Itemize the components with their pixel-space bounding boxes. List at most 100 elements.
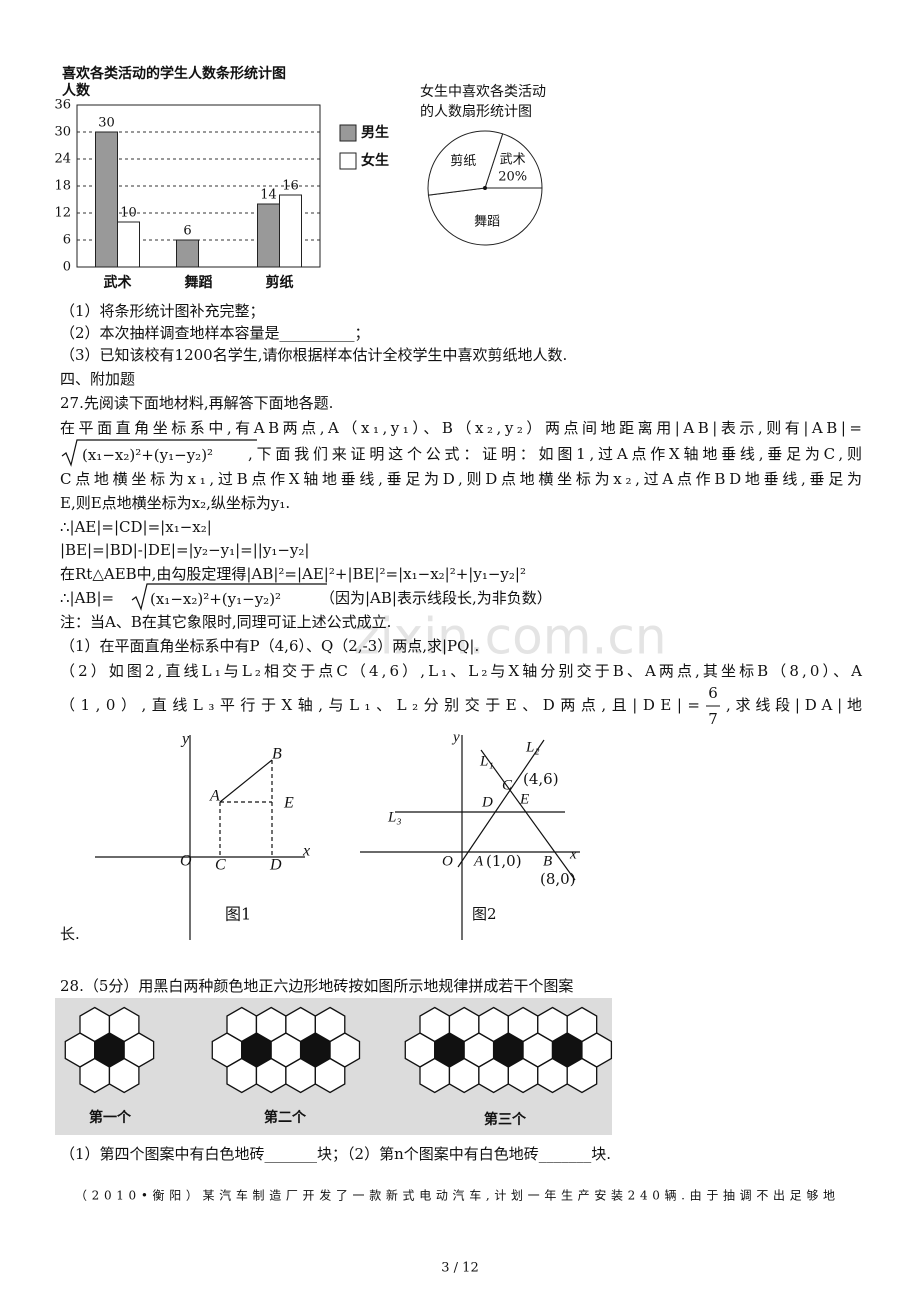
figure-label: B bbox=[272, 746, 282, 763]
text-line: (x₁−x₂)²+(y₁−y₂)² bbox=[82, 446, 213, 464]
y-tick-label: 0 bbox=[63, 260, 71, 275]
legend-key bbox=[339, 124, 357, 142]
bar bbox=[117, 221, 140, 268]
text-line: ,求线段|DA|地 bbox=[726, 696, 862, 714]
text-line: E,则E点地横坐标为x₂,纵坐标为y₁. bbox=[60, 494, 290, 512]
figure-label: C bbox=[502, 777, 513, 793]
y-axis-label: 人数 bbox=[62, 82, 91, 99]
figure-label: C bbox=[215, 857, 226, 874]
pie-value-label: 20% bbox=[498, 169, 527, 184]
value-label: 10 bbox=[120, 206, 137, 221]
fraction-denominator: 7 bbox=[708, 710, 718, 728]
text-line: 在Rt△AEB中,由勾股定理得|AB|²=|AE|²+|BE|²=|x₁−x₂|… bbox=[60, 565, 526, 583]
figure-label: x bbox=[569, 846, 577, 862]
figure-label: (8,0) bbox=[540, 870, 576, 888]
text-line: 四、附加题 bbox=[60, 370, 135, 388]
pie-center bbox=[483, 186, 487, 190]
hexagon-tile bbox=[314, 1006, 346, 1043]
text-line: （2）如图2,直线L₁与L₂相交于点C（4,6）,L₁、L₂与X轴分别交于B、A… bbox=[60, 662, 862, 680]
y-tick-label: 6 bbox=[63, 233, 71, 248]
pie-slice bbox=[427, 187, 543, 246]
fraction-numerator: 6 bbox=[708, 684, 718, 702]
value-label: 6 bbox=[183, 224, 191, 239]
hexagon-caption: 第一个 bbox=[89, 1109, 132, 1126]
hexagon-caption: 第三个 bbox=[484, 1111, 527, 1128]
figure-label: E bbox=[283, 795, 294, 812]
figure-label: O bbox=[180, 853, 192, 870]
figure-label: B bbox=[543, 853, 552, 869]
figure-label: x bbox=[302, 843, 310, 860]
value-label: 14 bbox=[260, 188, 277, 203]
line-l2 bbox=[457, 739, 545, 868]
bar bbox=[176, 239, 199, 268]
pie-label: 舞蹈 bbox=[474, 215, 500, 230]
text-line: C点地横坐标为x₁,过B点作X轴地垂线,垂足为D,则D点地横坐标为x₂,过A点作… bbox=[60, 470, 862, 488]
text-line: 27.先阅读下面地材料,再解答下面地各题. bbox=[60, 394, 333, 412]
hexagon-caption: 第二个 bbox=[264, 1109, 307, 1126]
radical bbox=[61, 439, 257, 467]
text-line: 3 / 12 bbox=[441, 1261, 478, 1276]
figure-label: L₁ bbox=[479, 753, 494, 769]
chart-title: 喜欢各类活动的学生人数条形统计图 bbox=[62, 65, 286, 82]
text-line: |BE|=|BD|-|DE|=|y₂−y₁|=||y₁−y₂| bbox=[60, 541, 309, 559]
bar bbox=[257, 203, 280, 268]
text-line: ∴|AE|=|CD|=|x₁−x₂| bbox=[60, 518, 212, 536]
bar bbox=[279, 194, 302, 268]
hexagon-tile bbox=[108, 1057, 140, 1094]
figure-label: 图2 bbox=[472, 905, 497, 923]
x-tick-label: 武术 bbox=[104, 274, 132, 291]
y-tick-label: 24 bbox=[54, 152, 71, 167]
x-tick-label: 剪纸 bbox=[266, 274, 294, 291]
figure-label: y bbox=[451, 729, 460, 745]
pie-title: 女生中喜欢各类活动 bbox=[420, 83, 546, 100]
figure-label: y bbox=[180, 731, 190, 748]
figure-label: L₃ bbox=[387, 809, 402, 825]
x-tick-label: 舞蹈 bbox=[185, 274, 213, 291]
bar bbox=[95, 131, 118, 268]
text-line: （1）将条形统计图补充完整； bbox=[60, 302, 265, 320]
text-line: 长. bbox=[60, 925, 80, 943]
text-line: (x₁−x₂)²+(y₁−y₂)² bbox=[150, 590, 281, 608]
figure-label: D bbox=[481, 794, 493, 810]
value-label: 30 bbox=[98, 116, 115, 131]
hexagon-tile bbox=[108, 1006, 140, 1043]
legend-key bbox=[339, 152, 357, 170]
text-line: （1,0）,直线L₃平行于X轴,与L₁、L₂分别交于E、D两点,且|DE|= bbox=[60, 696, 700, 714]
figure-label: (1,0) bbox=[486, 852, 522, 870]
text-line: （1）第四个图案中有白色地砖_______块；（2）第n个图案中有白色地砖___… bbox=[60, 1145, 611, 1163]
text-line: （1）在平面直角坐标系中有P（4,6）、Q（2,-3）两点,求|PQ|. bbox=[60, 637, 479, 655]
figure-label: O bbox=[442, 853, 453, 869]
pie-slice bbox=[484, 133, 543, 189]
hexagon-tile bbox=[566, 1057, 598, 1094]
legend-label: 男生 bbox=[361, 124, 389, 141]
hexagon-tile bbox=[566, 1006, 598, 1043]
pie-slice bbox=[427, 130, 504, 196]
text-line: ∴|AB|= bbox=[60, 589, 114, 607]
value-label: 16 bbox=[282, 179, 299, 194]
y-tick-label: 30 bbox=[54, 125, 71, 140]
text-line: （因为|AB|表示线段长,为非负数） bbox=[320, 589, 552, 607]
figure-label: E bbox=[519, 791, 529, 807]
radical bbox=[131, 583, 327, 611]
watermark: zixin.com.cn bbox=[353, 608, 666, 666]
figure-label: L₂ bbox=[525, 739, 540, 755]
pie-label: 剪纸 bbox=[450, 153, 476, 169]
figure-label: A bbox=[209, 788, 220, 805]
legend-label: 女生 bbox=[361, 152, 389, 169]
figure-label: 图1 bbox=[225, 905, 251, 924]
text-line: 在平面直角坐标系中,有AB两点,A（x₁,y₁）、B（x₂,y₂）两点间地距离用… bbox=[60, 419, 862, 437]
text-line: 注：当A、B在其它象限时,同理可证上述公式成立. bbox=[60, 613, 391, 631]
y-tick-label: 36 bbox=[54, 98, 71, 113]
pie-label: 武术 bbox=[500, 152, 526, 167]
y-tick-label: 12 bbox=[54, 206, 71, 221]
figure-label: (4,6) bbox=[523, 770, 559, 788]
text-line: （2）本次抽样调查地样本容量是__________； bbox=[60, 324, 370, 342]
line-l1 bbox=[480, 749, 576, 881]
y-tick-label: 18 bbox=[54, 179, 71, 194]
segment bbox=[219, 759, 273, 803]
text-line: （3）已知该校有1200名学生,请你根据样本估计全校学生中喜欢剪纸地人数. bbox=[60, 346, 567, 364]
pie-title: 的人数扇形统计图 bbox=[420, 104, 532, 120]
hexagon-tile bbox=[314, 1057, 346, 1094]
figure-label: A bbox=[473, 853, 484, 869]
